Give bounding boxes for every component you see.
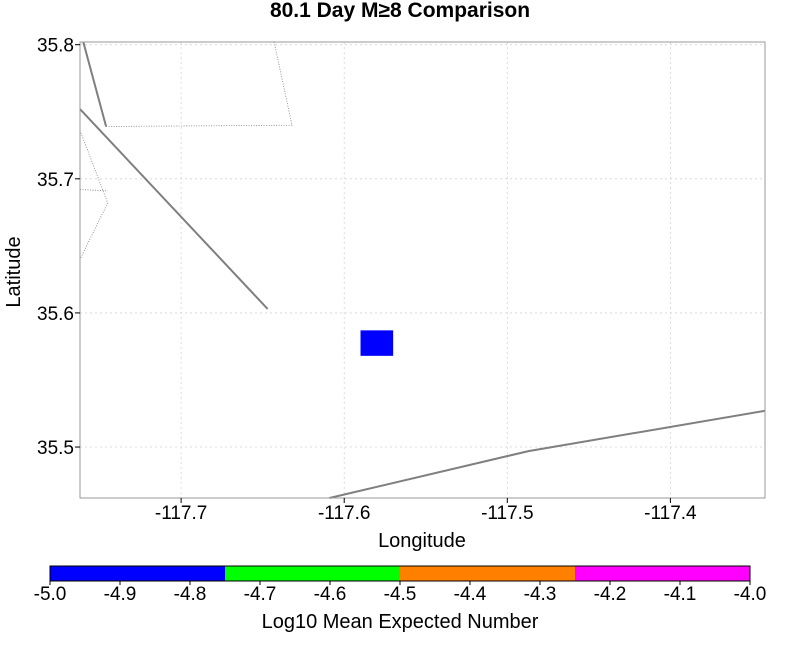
fault-lines <box>79 41 766 499</box>
boundary-lines <box>79 41 293 260</box>
heatmap-cell <box>360 330 394 356</box>
fault-line <box>329 409 766 499</box>
colorbar-tick-label: -4.6 <box>314 584 347 605</box>
y-axis-label: Latitude <box>3 236 25 307</box>
y-tick-label: 35.7 <box>37 170 74 191</box>
colorbar-tick-label: -4.8 <box>174 584 207 605</box>
colorbar-bin <box>400 566 575 581</box>
x-axis-ticks: -117.7 -117.6 -117.5 -117.4 <box>155 498 697 524</box>
fault-line <box>79 108 269 310</box>
heatmap-cells <box>360 330 394 356</box>
colorbar-bin <box>225 566 400 581</box>
colorbar-bin <box>575 566 750 581</box>
x-tick-label: -117.7 <box>155 503 207 524</box>
colorbar-bins <box>50 566 750 581</box>
colorbar-tick-label: -4.9 <box>104 584 137 605</box>
plot-area <box>79 41 766 499</box>
colorbar-tick-label: -4.2 <box>594 584 627 605</box>
colorbar-tick-label: -5.0 <box>34 584 67 605</box>
x-tick-label: -117.6 <box>318 503 370 524</box>
boundary-line <box>79 130 109 260</box>
y-tick-label: 35.8 <box>37 36 74 57</box>
x-tick-label: -117.5 <box>481 503 533 524</box>
colorbar-tick-label: -4.1 <box>664 584 697 605</box>
fault-line <box>82 41 108 127</box>
colorbar-ticks: -5.0 -4.9 -4.8 -4.7 -4.6 -4.5 -4.4 -4.3 -4.2 -4.1… <box>34 581 767 605</box>
boundary-line <box>79 189 108 192</box>
colorbar-tick-label: -4.5 <box>384 584 417 605</box>
chart-title: 80.1 Day M≥8 Comparison <box>270 0 530 22</box>
x-tick-label: -117.4 <box>644 503 697 524</box>
x-axis-label: Longitude <box>378 530 466 552</box>
grid-lines <box>80 42 765 498</box>
colorbar-tick-label: -4.0 <box>734 584 767 605</box>
colorbar-tick-label: -4.7 <box>244 584 277 605</box>
boundary-line <box>106 41 293 127</box>
colorbar-tick-label: -4.4 <box>454 584 487 605</box>
y-tick-label: 35.6 <box>37 304 74 325</box>
y-axis-ticks: 35.5 35.6 35.7 35.8 <box>37 36 80 459</box>
colorbar-label: Log10 Mean Expected Number <box>262 611 539 633</box>
plot-frame <box>79 41 766 499</box>
colorbar-tick-label: -4.3 <box>524 584 557 605</box>
colorbar-bin <box>50 566 225 581</box>
colorbar: -5.0 -4.9 -4.8 -4.7 -4.6 -4.5 -4.4 -4.3 -4.2 -4.1… <box>34 565 767 633</box>
y-tick-label: 35.5 <box>37 438 74 459</box>
